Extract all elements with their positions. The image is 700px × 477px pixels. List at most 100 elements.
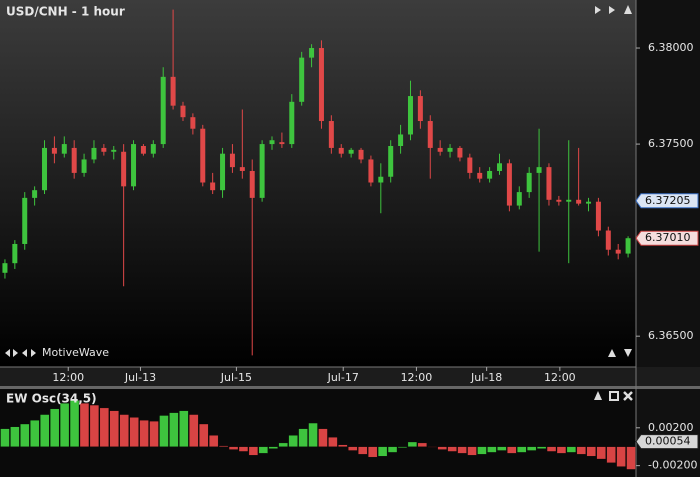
- osc-bar: [576, 446, 586, 455]
- osc-bar: [596, 446, 606, 460]
- osc-bar: [129, 417, 139, 447]
- osc-bar: [258, 446, 268, 454]
- candle-body: [170, 76, 176, 106]
- y-tick-label: 0.00200: [648, 421, 694, 434]
- osc-bar: [407, 441, 418, 447]
- candle-body: [625, 238, 631, 254]
- candle-body: [595, 201, 601, 231]
- price-axis: [636, 0, 700, 367]
- osc-bar: [99, 407, 109, 447]
- x-tick-label: Jul-15: [220, 371, 252, 384]
- osc-bar: [159, 415, 169, 447]
- osc-bar: [338, 444, 348, 447]
- candle-body: [200, 128, 206, 183]
- osc-bar: [457, 446, 467, 454]
- settings[interactable]: [609, 391, 619, 401]
- candle-body: [348, 149, 354, 154]
- chart-title: USD/CNH - 1 hour: [6, 5, 125, 19]
- candle-body: [566, 199, 572, 202]
- candle-body: [388, 146, 394, 177]
- osc-bar: [89, 404, 100, 447]
- move-up[interactable]: [594, 391, 602, 400]
- candle-body: [259, 144, 265, 198]
- candle-body: [299, 57, 305, 102]
- scroll-right[interactable]: [31, 349, 36, 357]
- candle-body: [131, 144, 137, 187]
- y-tick-label: 6.36500: [648, 329, 694, 342]
- close[interactable]: [623, 391, 633, 401]
- scroll-left[interactable]: [5, 349, 10, 357]
- candle-body: [160, 76, 166, 145]
- candle-body: [605, 230, 611, 250]
- candle-body: [210, 182, 216, 191]
- time-axis: [0, 367, 700, 386]
- osc-bar: [397, 446, 408, 448]
- osc-bar: [50, 408, 60, 447]
- osc-title: EW Osc(34,5): [6, 392, 97, 406]
- osc-bar: [487, 446, 497, 453]
- candle-body: [318, 48, 324, 122]
- zoom-up[interactable]: [608, 349, 616, 357]
- zoom-down[interactable]: [624, 349, 632, 357]
- candle-body: [398, 134, 404, 146]
- osc-bar: [377, 446, 388, 457]
- marker-tint: [636, 434, 698, 449]
- candle-body: [121, 151, 127, 187]
- candle-body: [180, 105, 186, 118]
- osc-bar: [119, 414, 129, 447]
- nav-icons: [5, 5, 633, 401]
- scroll-right[interactable]: [13, 349, 18, 357]
- candle-body: [447, 147, 453, 152]
- osc-axis: [636, 389, 700, 477]
- candle-body: [417, 96, 423, 122]
- candle-body: [101, 147, 107, 152]
- candle-body: [150, 144, 156, 154]
- osc-bar: [497, 446, 507, 451]
- candle-body: [309, 48, 315, 58]
- osc-bar: [616, 446, 626, 467]
- x-tick-label: Jul-13: [124, 371, 156, 384]
- y-tick-label: 6.37500: [648, 137, 694, 150]
- candle-body: [516, 192, 522, 206]
- osc-bar: [199, 423, 209, 447]
- osc-bar: [536, 446, 547, 449]
- scroll-left[interactable]: [22, 349, 27, 357]
- osc-bar: [59, 403, 70, 447]
- osc-bar: [40, 414, 50, 447]
- candle-body: [32, 190, 38, 198]
- candle-body: [615, 249, 621, 254]
- pan-right[interactable]: [609, 6, 615, 14]
- osc-bar: [507, 446, 517, 454]
- candle-body: [576, 199, 582, 204]
- candle-body: [229, 153, 235, 168]
- watermark: MotiveWave: [42, 346, 109, 359]
- candle-body: [190, 117, 196, 129]
- osc-bar: [79, 403, 90, 447]
- osc-bar: [556, 446, 567, 454]
- marker-box: [635, 434, 699, 450]
- candle-body: [220, 153, 226, 191]
- y-tick-label: -0.00200: [648, 459, 697, 472]
- osc-bar: [437, 446, 447, 450]
- candle-body: [91, 147, 97, 160]
- candle-body: [506, 163, 512, 206]
- candle-body: [12, 243, 18, 264]
- osc-bar: [566, 446, 577, 453]
- osc-bar: [69, 400, 80, 447]
- candle-body: [279, 142, 285, 145]
- marker-tint: [636, 193, 698, 208]
- osc-bar: [179, 410, 189, 447]
- candle-body: [437, 147, 443, 152]
- candle-body: [378, 176, 384, 183]
- osc-bar: [626, 446, 636, 470]
- maximize[interactable]: [624, 5, 632, 14]
- osc-bar: [189, 414, 199, 447]
- osc-bar: [298, 428, 308, 447]
- candle-body: [477, 172, 483, 179]
- pan-right[interactable]: [595, 6, 601, 14]
- candle-body: [269, 140, 275, 145]
- osc-bar: [368, 446, 378, 458]
- marker-tint: [636, 231, 698, 246]
- osc-bar: [358, 446, 368, 455]
- osc-bar: [467, 446, 477, 456]
